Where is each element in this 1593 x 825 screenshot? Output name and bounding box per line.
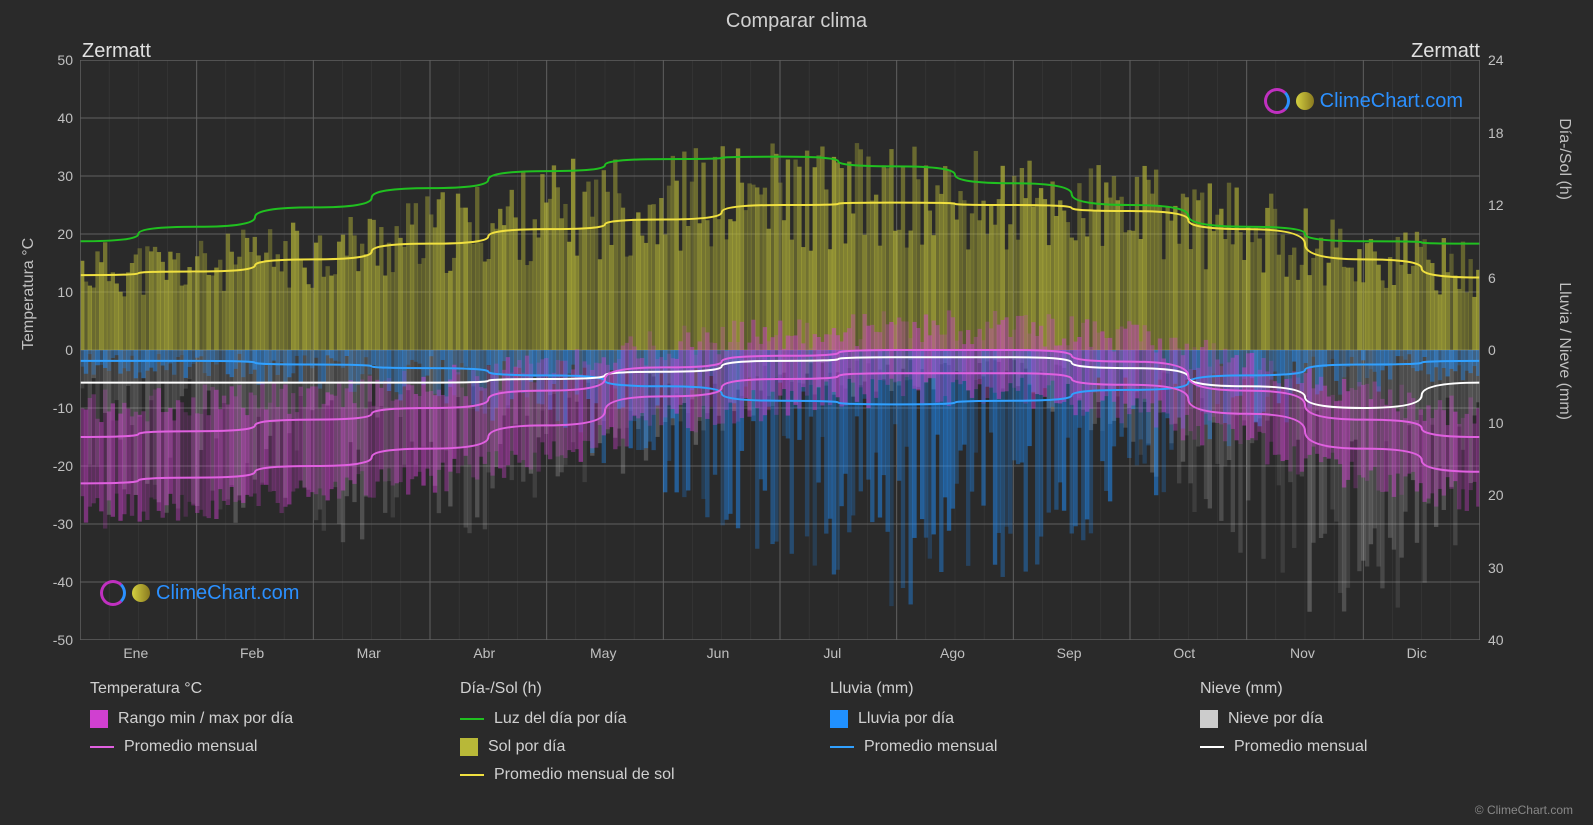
- legend-label: Rango min / max por día: [118, 710, 293, 728]
- watermark-bottom-left: ClimeChart.com: [100, 580, 299, 606]
- legend-label: Lluvia por día: [858, 710, 954, 728]
- watermark-text: ClimeChart.com: [156, 582, 299, 605]
- legend-item: Promedio mensual: [830, 738, 1160, 756]
- legend-item: Luz del día por día: [460, 710, 790, 728]
- axis-tick: 24: [1488, 52, 1528, 68]
- chart-svg: [80, 60, 1480, 640]
- legend-swatch-temp-range: [90, 710, 108, 728]
- axis-tick: 20: [1488, 487, 1528, 503]
- legend-label: Promedio mensual de sol: [494, 766, 675, 784]
- month-label: Dic: [1407, 645, 1427, 661]
- legend-heading-snow: Nieve (mm): [1200, 680, 1530, 698]
- axis-tick: -30: [33, 516, 73, 532]
- logo-ring-icon: [100, 580, 126, 606]
- legend-line-snow-avg: [1200, 746, 1224, 748]
- legend-col-rain: Lluvia (mm) Lluvia por día Promedio mens…: [830, 680, 1160, 794]
- legend-label: Sol por día: [488, 738, 565, 756]
- axis-tick: 12: [1488, 197, 1528, 213]
- month-label: Sep: [1057, 645, 1082, 661]
- axis-tick: 30: [1488, 560, 1528, 576]
- month-label: Feb: [240, 645, 264, 661]
- y-axis-right-bot-label: Lluvia / Nieve (mm): [1555, 282, 1573, 420]
- axis-tick: 18: [1488, 125, 1528, 141]
- axis-tick: 10: [1488, 415, 1528, 431]
- month-label: Mar: [357, 645, 381, 661]
- axis-tick: -40: [33, 574, 73, 590]
- legend-item: Promedio mensual: [90, 738, 420, 756]
- legend-label: Promedio mensual: [864, 738, 997, 756]
- legend-line-temp-avg: [90, 746, 114, 748]
- legend-item: Lluvia por día: [830, 710, 1160, 728]
- legend-swatch-snow-daily: [1200, 710, 1218, 728]
- logo-sun-icon: [1296, 92, 1314, 110]
- axis-tick: 0: [1488, 342, 1528, 358]
- axis-tick: 0: [33, 342, 73, 358]
- legend-line-rain-avg: [830, 746, 854, 748]
- legend-label: Promedio mensual: [1234, 738, 1367, 756]
- y-axis-right-top-label: Día-/Sol (h): [1555, 118, 1573, 200]
- axis-tick: 20: [33, 226, 73, 242]
- axis-tick: 40: [33, 110, 73, 126]
- legend-heading-sun: Día-/Sol (h): [460, 680, 790, 698]
- legend-label: Nieve por día: [1228, 710, 1323, 728]
- legend-line-sun-avg: [460, 774, 484, 776]
- legend-item: Promedio mensual de sol: [460, 766, 790, 784]
- axis-tick: 50: [33, 52, 73, 68]
- axis-tick: 30: [33, 168, 73, 184]
- month-label: Ene: [123, 645, 148, 661]
- month-label: Ago: [940, 645, 965, 661]
- month-label: Nov: [1290, 645, 1315, 661]
- month-label: Abr: [473, 645, 495, 661]
- watermark-text: ClimeChart.com: [1320, 90, 1463, 113]
- legend-item: Nieve por día: [1200, 710, 1530, 728]
- axis-tick: -50: [33, 632, 73, 648]
- plot-area: [80, 60, 1480, 640]
- axis-tick: -20: [33, 458, 73, 474]
- legend: Temperatura °C Rango min / max por día P…: [90, 680, 1530, 794]
- legend-swatch-sun-daily: [460, 738, 478, 756]
- legend-item: Sol por día: [460, 738, 790, 756]
- legend-swatch-rain-daily: [830, 710, 848, 728]
- legend-heading-temp: Temperatura °C: [90, 680, 420, 698]
- copyright-text: © ClimeChart.com: [1475, 803, 1573, 817]
- logo-ring-icon: [1264, 88, 1290, 114]
- legend-col-sun: Día-/Sol (h) Luz del día por día Sol por…: [460, 680, 790, 794]
- chart-container: Comparar clima Zermatt Zermatt Temperatu…: [0, 0, 1593, 825]
- month-label: May: [590, 645, 616, 661]
- month-label: Jul: [823, 645, 841, 661]
- month-label: Oct: [1173, 645, 1195, 661]
- legend-item: Promedio mensual: [1200, 738, 1530, 756]
- legend-line-daylight: [460, 718, 484, 720]
- month-label: Jun: [707, 645, 730, 661]
- legend-heading-rain: Lluvia (mm): [830, 680, 1160, 698]
- legend-col-temp: Temperatura °C Rango min / max por día P…: [90, 680, 420, 794]
- watermark-top-right: ClimeChart.com: [1264, 88, 1463, 114]
- legend-label: Promedio mensual: [124, 738, 257, 756]
- axis-tick: -10: [33, 400, 73, 416]
- chart-title: Comparar clima: [0, 10, 1593, 33]
- legend-label: Luz del día por día: [494, 710, 627, 728]
- axis-tick: 6: [1488, 270, 1528, 286]
- axis-tick: 10: [33, 284, 73, 300]
- axis-tick: 40: [1488, 632, 1528, 648]
- legend-item: Rango min / max por día: [90, 710, 420, 728]
- legend-col-snow: Nieve (mm) Nieve por día Promedio mensua…: [1200, 680, 1530, 794]
- logo-sun-icon: [132, 584, 150, 602]
